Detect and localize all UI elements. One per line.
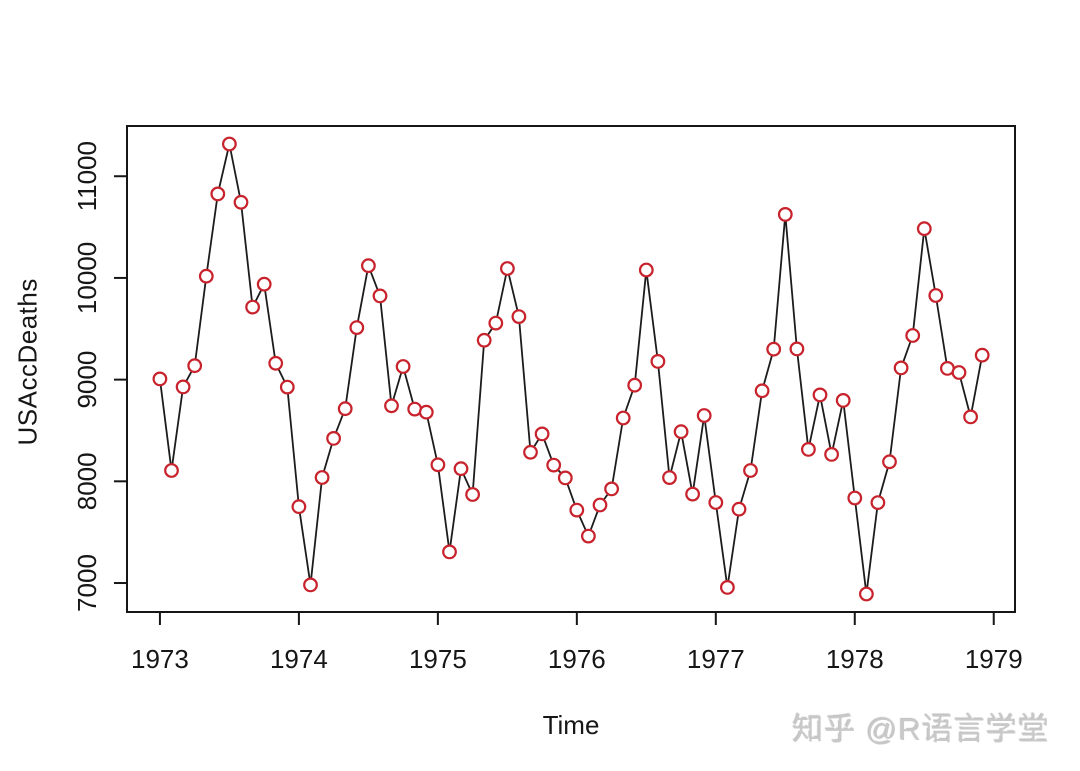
data-point — [187, 358, 203, 374]
data-point — [395, 359, 411, 374]
data-point — [581, 528, 596, 544]
axis-ticks — [114, 175, 995, 625]
data-point — [696, 408, 712, 423]
data-point — [337, 401, 353, 417]
data-point — [859, 586, 874, 602]
data-point — [951, 365, 967, 380]
data-point — [430, 457, 446, 473]
y-tick-label: 10000 — [72, 242, 102, 314]
data-point — [245, 299, 261, 315]
data-point — [627, 377, 643, 393]
data-point — [650, 354, 666, 369]
data-point — [175, 379, 191, 395]
data-point — [418, 404, 434, 420]
y-tick-label: 8000 — [72, 452, 102, 510]
data-point — [372, 288, 388, 304]
data-point — [604, 481, 619, 497]
data-point — [349, 320, 365, 336]
series-line — [159, 143, 984, 595]
data-point — [974, 347, 990, 363]
data-point — [210, 186, 226, 202]
x-tick-label: 1975 — [409, 644, 467, 674]
data-point — [326, 431, 342, 446]
data-point — [870, 495, 886, 511]
data-point — [685, 486, 700, 502]
watermark-text: 知乎 @R语言学堂 — [792, 712, 1050, 747]
data-point — [523, 444, 538, 460]
y-tick-label: 7000 — [72, 554, 102, 612]
data-point — [777, 206, 793, 222]
x-tick-label: 1974 — [270, 644, 328, 674]
data-point — [638, 262, 654, 278]
data-point — [801, 442, 816, 457]
data-point — [488, 315, 504, 331]
y-tick-label: 9000 — [72, 351, 102, 409]
data-point — [893, 360, 909, 376]
data-point — [476, 332, 492, 348]
data-point — [743, 463, 758, 478]
data-point — [847, 490, 863, 506]
data-point — [615, 410, 631, 426]
data-point — [534, 426, 550, 442]
data-point — [221, 136, 237, 152]
data-point — [662, 470, 677, 486]
data-point — [442, 544, 457, 560]
data-point — [198, 268, 214, 284]
data-point — [546, 457, 562, 473]
data-point — [592, 497, 608, 513]
data-point — [314, 470, 330, 485]
data-point — [812, 387, 828, 403]
plot-border — [126, 125, 1016, 613]
data-point — [720, 580, 735, 595]
data-point — [256, 276, 272, 292]
x-tick-label: 1973 — [131, 644, 189, 674]
y-tick-label: 11000 — [72, 141, 102, 211]
data-point — [905, 328, 921, 343]
data-point — [789, 341, 805, 357]
data-point — [361, 258, 376, 274]
data-point — [928, 288, 944, 303]
x-tick-label: 1977 — [687, 644, 745, 674]
data-point — [673, 424, 689, 440]
data-point — [569, 502, 585, 518]
data-point — [303, 577, 318, 593]
data-point — [384, 398, 399, 414]
x-tick-label: 1978 — [826, 644, 884, 674]
data-point — [152, 371, 168, 387]
x-tick-label: 1976 — [548, 644, 606, 674]
data-point — [963, 409, 978, 425]
plot-box — [126, 125, 1016, 613]
data-point — [824, 447, 839, 462]
y-axis-label: USAccDeaths — [12, 278, 43, 446]
data-point — [754, 383, 770, 399]
data-series — [152, 136, 990, 602]
data-point — [916, 221, 932, 237]
data-point — [465, 487, 481, 502]
data-point — [882, 454, 897, 470]
data-point — [279, 379, 295, 395]
data-point — [731, 501, 747, 517]
x-tick-label: 1979 — [965, 644, 1023, 674]
data-point — [708, 495, 724, 510]
x-axis-label: Time — [542, 710, 600, 740]
axis-tick-labels: 1973 1974 1975 1976 1977 1978 1979 7000 8000 9000… — [72, 141, 1023, 674]
data-point — [557, 470, 573, 486]
data-point — [164, 463, 179, 478]
data-point — [511, 309, 527, 325]
data-point — [500, 261, 515, 276]
data-point — [766, 341, 782, 357]
data-point — [233, 194, 249, 210]
data-point — [835, 393, 851, 408]
data-point — [453, 461, 469, 477]
data-point — [291, 499, 307, 515]
data-point — [268, 355, 284, 371]
